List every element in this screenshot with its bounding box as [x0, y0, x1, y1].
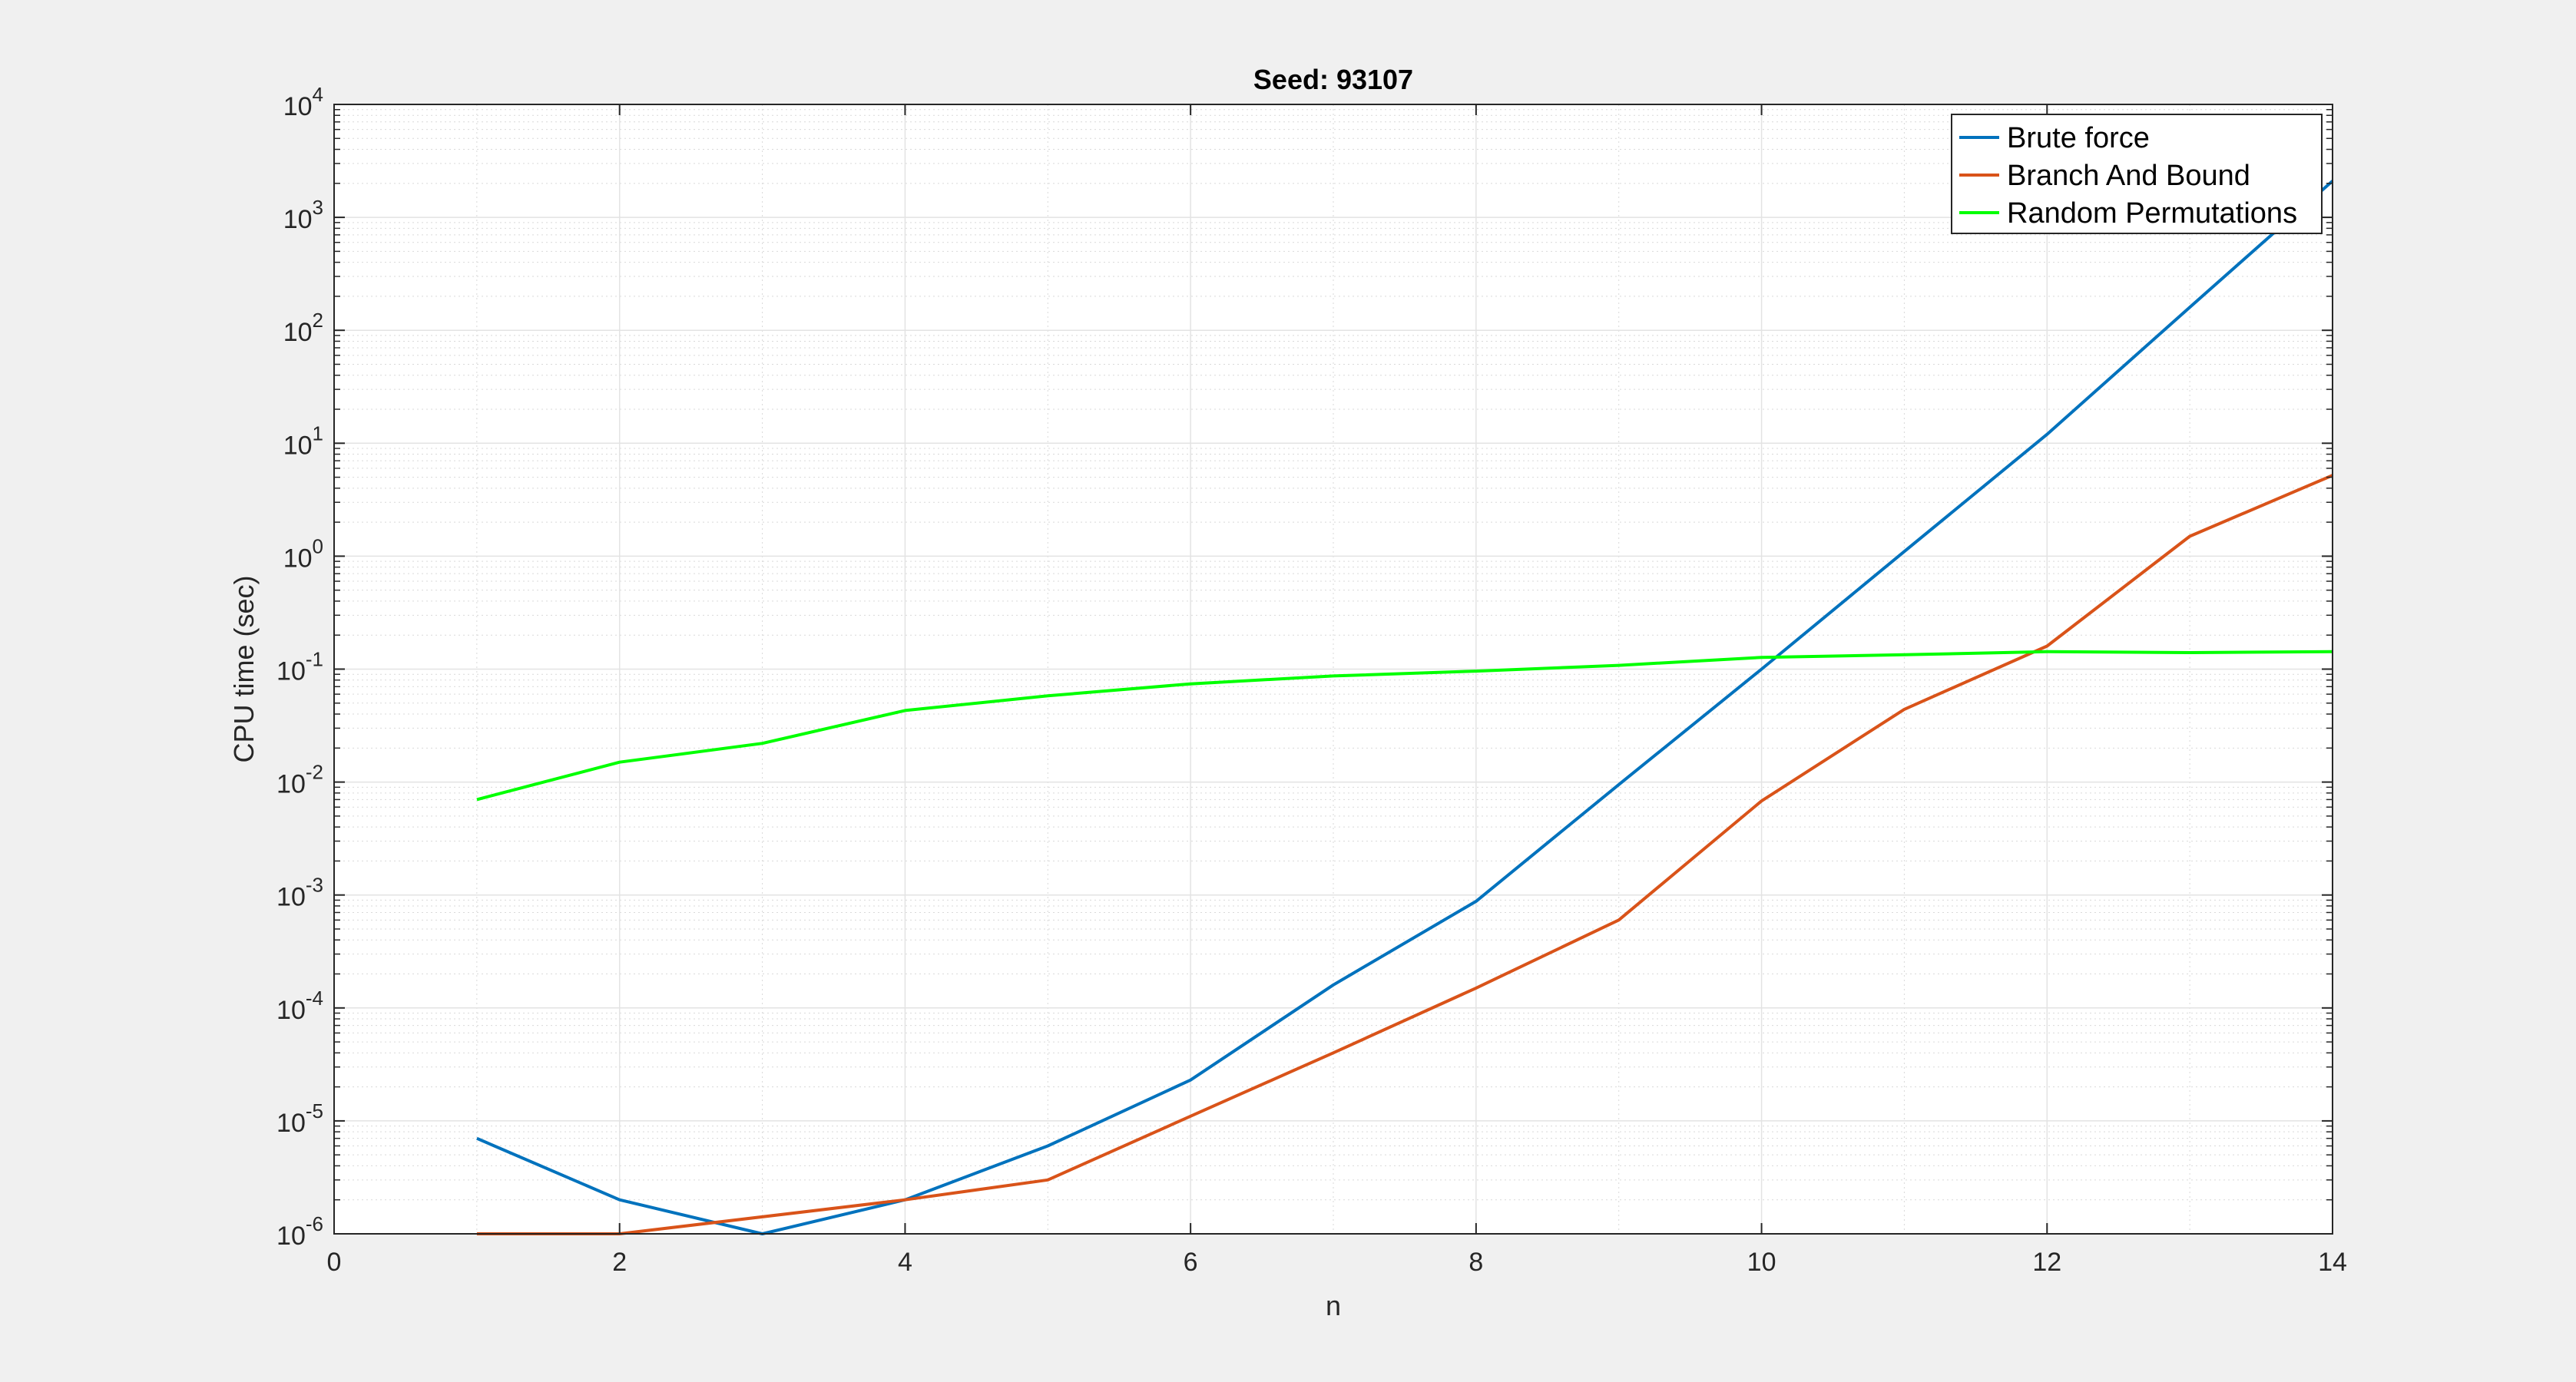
- legend-entry: Brute force: [2007, 122, 2150, 154]
- y-tick-label: 101: [283, 422, 323, 460]
- x-tick-label: 6: [1184, 1248, 1198, 1277]
- x-axis-label: n: [1326, 1290, 1341, 1321]
- major-grid: [333, 104, 2333, 1235]
- y-tick-label: 100: [283, 534, 323, 573]
- y-tick-label: 10-1: [276, 648, 323, 686]
- ticks: [333, 104, 2333, 1235]
- legend-entry: Branch And Bound: [2007, 160, 2250, 192]
- y-axis-label: CPU time (sec): [228, 575, 260, 762]
- series-line-2: [476, 474, 2333, 1235]
- y-tick-label: 10-3: [276, 874, 323, 912]
- legend-entry: Random Permutations: [2007, 197, 2297, 230]
- legend-box: [1951, 114, 2323, 234]
- x-tick-label: 14: [2318, 1248, 2347, 1277]
- chart-title: Seed: 93107: [1253, 64, 1413, 95]
- x-tick-labels: 0 2 4 6 8 10 12 14: [327, 1248, 2347, 1277]
- y-tick-label: 10-4: [276, 987, 323, 1025]
- series-line-1: [476, 180, 2334, 1235]
- y-tick-label: 104: [283, 83, 323, 121]
- series-line-3: [476, 650, 2333, 802]
- y-tick-labels: 10-6 10-5 10-4 10-3 10-2 10-1 100 101 102 103 104: [276, 83, 323, 1251]
- x-tick-label: 2: [612, 1248, 627, 1277]
- series-layer: [476, 180, 2334, 1235]
- y-tick-label: 102: [283, 309, 323, 347]
- x-tick-label: 12: [2032, 1248, 2061, 1277]
- x-tick-label: 8: [1468, 1248, 1483, 1277]
- legend: Brute force Branch And Bound Random Permut…: [1951, 114, 2323, 234]
- y-tick-label: 103: [283, 196, 323, 234]
- x-tick-label: 0: [327, 1248, 342, 1277]
- y-tick-label: 10-2: [276, 761, 323, 799]
- y-tick-label: 10-6: [276, 1212, 323, 1251]
- y-tick-label: 10-5: [276, 1099, 323, 1138]
- x-tick-label: 4: [898, 1248, 912, 1277]
- x-tick-label: 10: [1747, 1248, 1776, 1277]
- minor-grid: [334, 104, 2333, 1234]
